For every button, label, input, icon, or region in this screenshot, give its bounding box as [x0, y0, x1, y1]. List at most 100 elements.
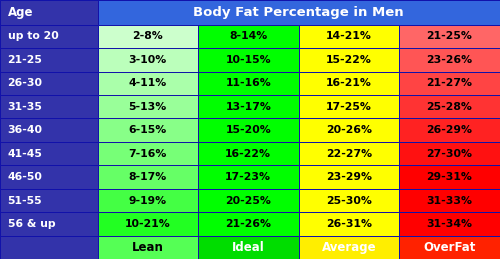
Text: 41-45: 41-45 — [8, 149, 42, 159]
Text: 31-34%: 31-34% — [426, 219, 472, 229]
Text: 9-19%: 9-19% — [128, 196, 167, 205]
Text: 29-31%: 29-31% — [426, 172, 472, 182]
Bar — [98, 71, 198, 95]
Text: 25-28%: 25-28% — [426, 102, 472, 112]
Text: 5-13%: 5-13% — [128, 102, 167, 112]
Bar — [98, 236, 198, 259]
Text: OverFat: OverFat — [424, 241, 476, 254]
Text: 10-15%: 10-15% — [226, 55, 271, 65]
Bar — [198, 95, 298, 118]
Bar — [399, 212, 500, 236]
Bar — [98, 189, 198, 212]
Bar — [198, 48, 298, 71]
Bar — [298, 165, 399, 189]
Bar — [0, 142, 98, 165]
Bar — [0, 95, 98, 118]
Text: 16-21%: 16-21% — [326, 78, 372, 88]
Text: Body Fat Percentage in Men: Body Fat Percentage in Men — [194, 6, 404, 19]
Text: 15-22%: 15-22% — [326, 55, 372, 65]
Bar — [198, 25, 298, 48]
Bar — [198, 189, 298, 212]
Bar — [98, 0, 500, 25]
Bar — [399, 71, 500, 95]
Text: 26-30: 26-30 — [8, 78, 42, 88]
Bar — [98, 118, 198, 142]
Text: Average: Average — [322, 241, 376, 254]
Bar — [399, 189, 500, 212]
Text: 21-27%: 21-27% — [426, 78, 472, 88]
Bar — [399, 48, 500, 71]
Bar — [0, 189, 98, 212]
Text: 20-25%: 20-25% — [226, 196, 271, 205]
Bar — [399, 118, 500, 142]
Text: 21-26%: 21-26% — [226, 219, 271, 229]
Bar — [98, 95, 198, 118]
Bar — [298, 118, 399, 142]
Bar — [298, 142, 399, 165]
Text: 21-25: 21-25 — [8, 55, 42, 65]
Bar — [298, 212, 399, 236]
Bar — [198, 165, 298, 189]
Text: 8-14%: 8-14% — [229, 31, 268, 41]
Text: 16-22%: 16-22% — [226, 149, 271, 159]
Text: 10-21%: 10-21% — [125, 219, 170, 229]
Bar — [399, 236, 500, 259]
Text: 31-35: 31-35 — [8, 102, 42, 112]
Text: 21-25%: 21-25% — [426, 31, 472, 41]
Bar — [298, 71, 399, 95]
Text: 22-27%: 22-27% — [326, 149, 372, 159]
Bar — [0, 25, 98, 48]
Bar — [298, 236, 399, 259]
Bar — [0, 0, 98, 25]
Text: 15-20%: 15-20% — [226, 125, 271, 135]
Bar — [399, 25, 500, 48]
Text: Lean: Lean — [132, 241, 164, 254]
Bar — [0, 165, 98, 189]
Text: 14-21%: 14-21% — [326, 31, 372, 41]
Bar — [0, 118, 98, 142]
Text: 3-10%: 3-10% — [128, 55, 167, 65]
Bar — [198, 71, 298, 95]
Text: 25-30%: 25-30% — [326, 196, 372, 205]
Bar — [399, 165, 500, 189]
Text: 4-11%: 4-11% — [128, 78, 167, 88]
Text: 23-29%: 23-29% — [326, 172, 372, 182]
Bar — [198, 142, 298, 165]
Bar — [198, 118, 298, 142]
Text: 17-25%: 17-25% — [326, 102, 372, 112]
Text: 46-50: 46-50 — [8, 172, 42, 182]
Bar — [0, 71, 98, 95]
Bar — [298, 25, 399, 48]
Text: 6-15%: 6-15% — [128, 125, 167, 135]
Text: 26-29%: 26-29% — [426, 125, 472, 135]
Text: 36-40: 36-40 — [8, 125, 42, 135]
Text: 23-26%: 23-26% — [426, 55, 472, 65]
Text: 8-17%: 8-17% — [128, 172, 167, 182]
Bar — [198, 212, 298, 236]
Text: 7-16%: 7-16% — [128, 149, 167, 159]
Text: 56 & up: 56 & up — [8, 219, 55, 229]
Text: 11-16%: 11-16% — [226, 78, 271, 88]
Text: 51-55: 51-55 — [8, 196, 42, 205]
Bar — [399, 95, 500, 118]
Bar — [98, 48, 198, 71]
Text: up to 20: up to 20 — [8, 31, 58, 41]
Bar — [98, 25, 198, 48]
Text: 20-26%: 20-26% — [326, 125, 372, 135]
Bar — [399, 142, 500, 165]
Bar — [0, 236, 98, 259]
Bar — [0, 48, 98, 71]
Bar — [0, 212, 98, 236]
Bar — [98, 165, 198, 189]
Text: 31-33%: 31-33% — [426, 196, 472, 205]
Text: 26-31%: 26-31% — [326, 219, 372, 229]
Text: 13-17%: 13-17% — [226, 102, 271, 112]
Text: 2-8%: 2-8% — [132, 31, 163, 41]
Bar — [198, 236, 298, 259]
Text: 17-23%: 17-23% — [226, 172, 271, 182]
Text: Ideal: Ideal — [232, 241, 264, 254]
Bar — [298, 95, 399, 118]
Bar — [298, 189, 399, 212]
Bar — [98, 142, 198, 165]
Text: 27-30%: 27-30% — [426, 149, 472, 159]
